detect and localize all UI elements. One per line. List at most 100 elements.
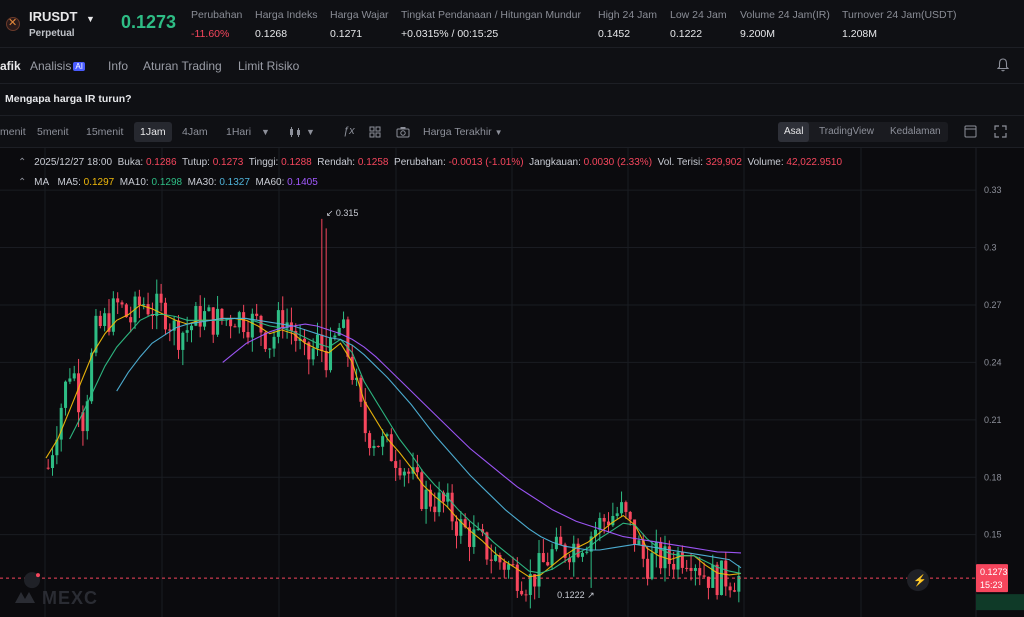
legend-value: 0.1288 — [281, 157, 312, 168]
timeframe-1m[interactable]: menit — [0, 126, 26, 138]
candle-body — [94, 315, 98, 353]
candle-body — [454, 521, 459, 536]
candle-body — [593, 529, 598, 537]
grid-layout-icon[interactable] — [369, 126, 381, 138]
tab-chart[interactable]: afik — [0, 59, 21, 73]
candlestick-type-icon[interactable] — [288, 126, 302, 138]
candle-body — [606, 521, 611, 526]
chart-area[interactable]: 0.33 0.3 0.27 0.24 0.21 0.18 0.15 ↙ 0.315 0.1222… — [0, 148, 1024, 617]
legend-label: Tinggi: — [248, 157, 279, 168]
price-type-select[interactable]: Harga Terakhir ▼ — [423, 126, 503, 138]
candle-body — [428, 489, 432, 507]
timeframe-15m[interactable]: 15menit — [86, 126, 124, 138]
candle-body — [672, 563, 676, 570]
candle-body — [624, 502, 628, 512]
layout-window-icon[interactable] — [964, 125, 977, 138]
candle-body — [689, 567, 693, 571]
view-depth[interactable]: Kedalaman — [890, 126, 941, 137]
candle-body — [472, 529, 476, 547]
legend-value: 0.1405 — [287, 177, 318, 188]
timeframe-4h[interactable]: 4Jam — [182, 126, 208, 138]
candle-body — [324, 350, 328, 371]
candle-body — [650, 553, 654, 579]
candle-body — [263, 332, 267, 350]
candle-body — [711, 564, 715, 588]
candle-body — [355, 377, 359, 380]
candle-body — [507, 564, 511, 570]
ai-question-banner[interactable]: Mengapa harga IR turun? — [0, 84, 1024, 116]
tab-risk-limit[interactable]: Limit Risiko — [238, 59, 300, 73]
stat-index-price: Harga Indeks 0.1268 — [255, 9, 317, 40]
candle-body — [246, 332, 250, 338]
candle-body — [511, 564, 515, 566]
collapse-legend-icon[interactable]: ⌃ — [18, 157, 27, 168]
candle-body — [572, 543, 576, 563]
candle-body — [641, 540, 645, 559]
candle-body — [320, 334, 324, 351]
candle-body — [346, 319, 350, 357]
chevron-down-icon[interactable]: ▼ — [86, 14, 95, 24]
chevron-down-icon[interactable]: ▼ — [261, 127, 270, 137]
candle-body — [389, 434, 393, 462]
camera-icon[interactable] — [396, 126, 410, 138]
ma-title: MA — [34, 177, 50, 188]
price-type-label: Harga Terakhir — [423, 126, 492, 138]
candle-body — [585, 551, 589, 553]
candle-body — [628, 511, 632, 520]
stat-value: 0.1452 — [598, 28, 631, 40]
y-tick-label: 0.33 — [984, 185, 1002, 195]
candle-body — [181, 332, 185, 350]
stat-value: 9.200M — [740, 28, 776, 40]
candle-body — [198, 306, 202, 327]
fullscreen-icon[interactable] — [994, 125, 1007, 138]
candle-body — [637, 540, 641, 545]
candle-body — [524, 594, 528, 596]
legend-value: 0.1297 — [83, 177, 115, 188]
collapse-legend-icon[interactable]: ⌃ — [18, 177, 27, 188]
candle-body — [715, 564, 719, 596]
candle-body — [315, 334, 320, 349]
timeframe-1h[interactable]: 1Jam — [134, 122, 172, 142]
view-tradingview[interactable]: TradingView — [819, 126, 875, 137]
candle-body — [176, 320, 181, 350]
tab-info[interactable]: Info — [108, 59, 129, 73]
candle-body — [680, 552, 684, 568]
legend-label: MA10: — [119, 177, 149, 188]
price-chart[interactable]: 0.33 0.3 0.27 0.24 0.21 0.18 0.15 ↙ 0.315 0.1222… — [0, 148, 1024, 617]
legend-label: Tutup: — [181, 157, 210, 168]
countdown-tag-value: 15:23 — [980, 580, 1003, 590]
stat-funding-rate: Tingkat Pendanaan / Hitungan Mundur +0.0… — [401, 9, 581, 40]
tab-analysis[interactable]: Analisis AI — [30, 59, 85, 73]
last-price: 0.1273 — [121, 12, 177, 32]
candle-body — [693, 568, 697, 571]
candle-body — [363, 401, 367, 434]
candle-body — [203, 311, 207, 327]
legend-label: Jangkauan: — [529, 157, 581, 168]
candle-body — [732, 590, 737, 592]
timeframe-5m[interactable]: 5menit — [37, 126, 69, 138]
candle-body — [50, 455, 55, 469]
candle-body — [659, 541, 663, 569]
chevron-down-icon[interactable]: ▼ — [306, 127, 315, 137]
candle-body — [229, 319, 233, 327]
indicator-fx-icon[interactable]: ƒx — [343, 125, 355, 137]
legend-label: Vol. Terisi: — [657, 157, 703, 168]
candle-body — [77, 373, 81, 413]
candle-body — [159, 293, 163, 303]
mexc-logo-icon — [15, 592, 35, 603]
content-tabs: afik Analisis AI Info Aturan Trading Limi… — [0, 48, 1024, 84]
symbol-name[interactable]: IRUSDT — [29, 9, 78, 24]
candle-body — [567, 557, 571, 563]
stat-volume-24h: Volume 24 Jam(IR) 9.200M — [740, 9, 830, 40]
stat-turnover-24h: Turnover 24 Jam(USDT) 1.208M — [842, 9, 957, 40]
view-original[interactable]: Asal — [778, 122, 810, 142]
candle-body — [368, 433, 372, 449]
candle-body — [103, 313, 107, 326]
depth-bar — [976, 594, 1024, 611]
timeframe-1d[interactable]: 1Hari — [226, 126, 252, 138]
bell-icon[interactable] — [997, 58, 1009, 72]
legend-value: 0.1298 — [151, 177, 183, 188]
tab-trading-rules[interactable]: Aturan Trading — [143, 59, 222, 73]
legend-value: 0.1258 — [357, 157, 389, 168]
legend-label: MA5: — [57, 177, 81, 188]
